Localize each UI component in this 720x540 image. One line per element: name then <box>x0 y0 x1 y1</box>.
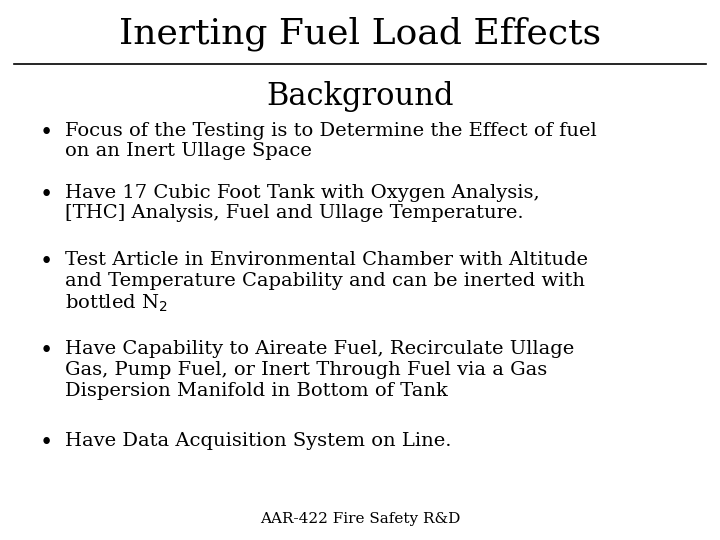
Text: Background: Background <box>266 81 454 112</box>
Text: Have Data Acquisition System on Line.: Have Data Acquisition System on Line. <box>65 432 451 450</box>
Text: Inerting Fuel Load Effects: Inerting Fuel Load Effects <box>119 16 601 51</box>
Text: Have Capability to Aireate Fuel, Recirculate Ullage
Gas, Pump Fuel, or Inert Thr: Have Capability to Aireate Fuel, Recircu… <box>65 340 574 400</box>
Text: Focus of the Testing is to Determine the Effect of fuel
on an Inert Ullage Space: Focus of the Testing is to Determine the… <box>65 122 597 160</box>
Text: •: • <box>40 251 53 273</box>
Text: Have 17 Cubic Foot Tank with Oxygen Analysis,
[THC] Analysis, Fuel and Ullage Te: Have 17 Cubic Foot Tank with Oxygen Anal… <box>65 184 539 222</box>
Text: •: • <box>40 340 53 362</box>
Text: Test Article in Environmental Chamber with Altitude
and Temperature Capability a: Test Article in Environmental Chamber wi… <box>65 251 588 314</box>
Text: •: • <box>40 432 53 454</box>
Text: •: • <box>40 184 53 206</box>
Text: •: • <box>40 122 53 144</box>
Text: AAR-422 Fire Safety R&D: AAR-422 Fire Safety R&D <box>260 512 460 526</box>
